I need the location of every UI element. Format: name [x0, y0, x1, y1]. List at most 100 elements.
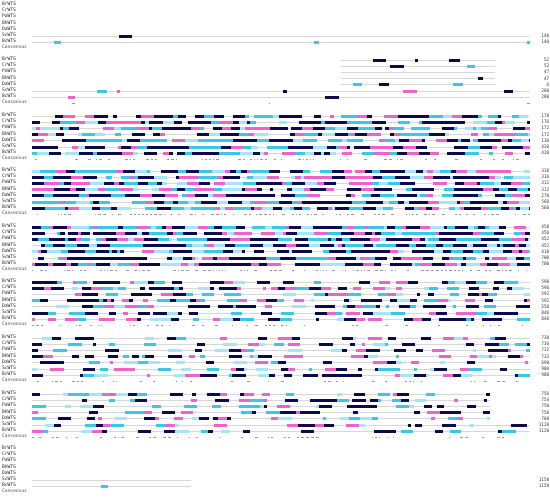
residue-run	[348, 133, 351, 137]
residue-run	[488, 114, 498, 118]
residue-run	[94, 114, 108, 118]
residue-run	[113, 405, 120, 407]
residue-run	[460, 206, 464, 210]
consensus-mark	[155, 158, 157, 160]
residue-run	[304, 188, 310, 192]
residue-run	[199, 318, 213, 320]
residue-run	[379, 181, 388, 185]
consensus-mark	[513, 158, 514, 160]
residue-run	[395, 175, 399, 179]
residue-run	[196, 281, 210, 283]
residue-run	[511, 170, 524, 172]
residue-run	[205, 200, 217, 204]
residue-run	[507, 300, 521, 302]
residue-run	[61, 250, 68, 254]
residue-run	[133, 188, 139, 192]
residue-run	[301, 175, 304, 179]
residue-run	[467, 361, 475, 365]
residue-run	[225, 169, 230, 173]
residue-run	[93, 225, 97, 229]
consensus-mark	[485, 269, 487, 271]
residue-run	[261, 41, 268, 43]
residue-run	[269, 139, 280, 143]
consensus-mark	[156, 324, 159, 326]
residue-run	[457, 78, 464, 80]
consensus-mark	[271, 436, 273, 438]
residue-run	[141, 120, 145, 124]
residue-run	[244, 392, 254, 396]
residue-run	[405, 96, 414, 98]
residue-run	[264, 181, 276, 185]
residue-run	[409, 368, 414, 370]
residue-run	[154, 114, 157, 118]
residue-run	[252, 418, 257, 420]
residue-run	[104, 367, 108, 371]
residue-run	[396, 280, 408, 284]
residue-run	[125, 231, 131, 235]
residue-run	[116, 392, 128, 396]
residue-run	[340, 41, 345, 43]
consensus-mark	[249, 213, 251, 215]
residue-run	[351, 133, 355, 137]
residue-run	[248, 206, 251, 210]
residue-run	[429, 250, 434, 254]
residue-run	[192, 256, 195, 260]
residue-run	[69, 126, 79, 130]
residue-run	[254, 349, 268, 351]
residue-run	[192, 151, 199, 155]
residue-run	[386, 237, 394, 241]
residue-run	[62, 139, 72, 143]
residue-run	[375, 231, 381, 235]
residue-run	[37, 368, 50, 370]
sequence-track	[32, 145, 530, 149]
residue-run	[491, 78, 496, 80]
residue-run	[494, 133, 501, 137]
residue-run	[310, 356, 323, 358]
residue-run	[196, 424, 208, 426]
residue-run	[443, 250, 451, 254]
residue-run	[97, 151, 110, 155]
residue-run	[295, 194, 307, 198]
residue-run	[158, 367, 171, 371]
consensus-mark	[268, 380, 269, 382]
residue-run	[453, 317, 466, 321]
residue-run	[356, 348, 366, 352]
residue-run	[65, 317, 77, 321]
residue-run	[227, 417, 231, 421]
residue-run	[280, 374, 284, 376]
residue-run	[115, 417, 127, 421]
residue-run	[172, 238, 177, 240]
residue-run	[32, 404, 46, 408]
residue-run	[192, 250, 204, 254]
residue-run	[385, 342, 388, 346]
consensus-mark	[400, 158, 403, 160]
residue-run	[204, 114, 211, 118]
residue-run	[373, 311, 382, 315]
residue-run	[329, 318, 337, 320]
residue-run	[473, 250, 483, 254]
residue-run	[181, 367, 191, 371]
residue-run	[405, 362, 411, 364]
residue-run	[478, 139, 484, 143]
residue-run	[426, 373, 429, 377]
residue-run	[477, 337, 490, 339]
consensus-mark	[96, 158, 97, 160]
residue-run	[308, 237, 322, 241]
residue-run	[373, 175, 376, 179]
residue-run	[489, 175, 495, 179]
residue-run	[157, 181, 162, 185]
residue-run	[61, 337, 75, 339]
residue-run	[431, 146, 436, 148]
sequence-row: ScWTS 420	[0, 144, 550, 150]
consensus-mark	[45, 269, 47, 271]
residue-run	[319, 41, 328, 43]
residue-count: 312	[541, 180, 549, 186]
consensus-mark	[171, 158, 174, 160]
residue-run	[241, 293, 255, 295]
residue-run	[40, 299, 45, 303]
residue-run	[296, 225, 301, 229]
residue-run	[513, 90, 522, 92]
residue-run	[396, 337, 407, 339]
residue-run	[350, 78, 359, 80]
residue-run	[255, 430, 268, 432]
